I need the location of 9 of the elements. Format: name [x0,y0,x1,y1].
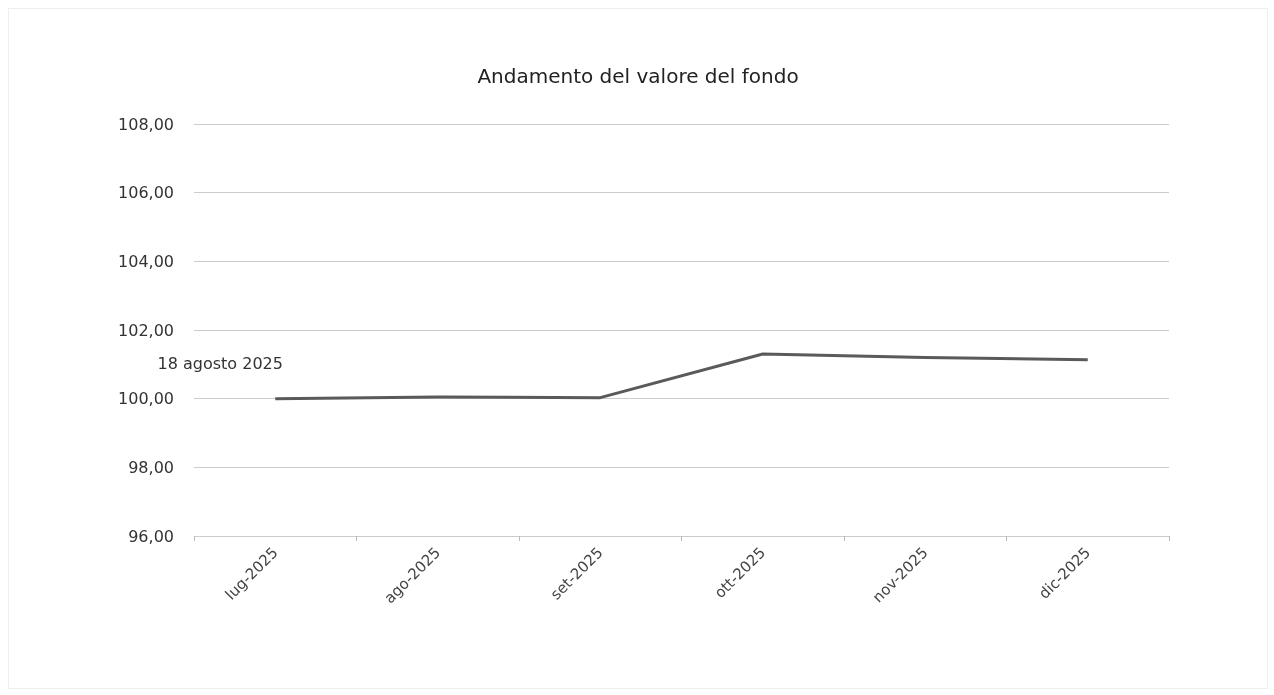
y-tick-label: 98,00 [128,457,174,477]
y-tick-label: 102,00 [118,320,174,340]
annotation: 18 agosto 2025 [157,354,283,374]
y-tick-label: 96,00 [128,526,174,546]
y-tick-label: 106,00 [118,183,174,203]
y-tick-label: 100,00 [118,389,174,409]
y-tick-label: 108,00 [118,114,174,134]
chart-title: Andamento del valore del fondo [477,64,799,88]
y-tick-label: 104,00 [118,251,174,271]
